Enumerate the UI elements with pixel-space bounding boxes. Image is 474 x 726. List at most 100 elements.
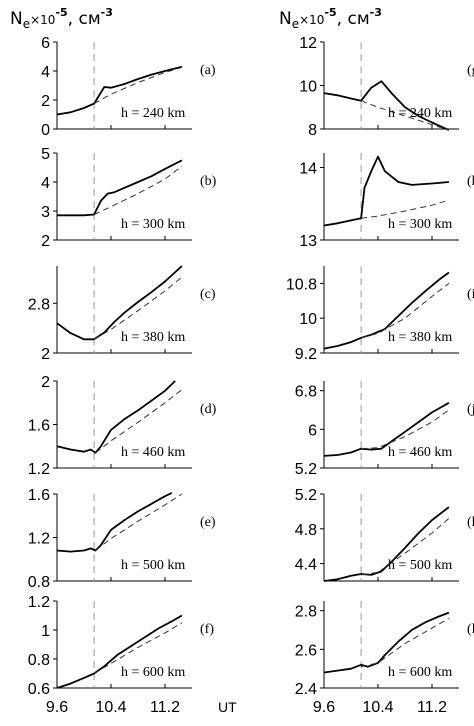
altitude-label: h = 600 km: [121, 665, 185, 680]
header-right-exp: -5: [324, 6, 336, 19]
y-tick-label: 5.2: [295, 487, 317, 504]
chart-panel-f: 0.6 0.8 1 1.2 (f) h = 600 km: [28, 594, 215, 698]
altitude-label: h = 240 km: [388, 106, 452, 121]
y-tick-label: 6: [308, 422, 317, 439]
x-axis-title: UT: [218, 699, 237, 715]
chart-panel-h: 13 14 (h) h = 300 km: [299, 153, 474, 250]
y-tick-label: 6: [41, 35, 50, 52]
y-tick-label: 1.2: [28, 531, 50, 548]
series-dashed-line: [360, 283, 450, 339]
altitude-label: h = 500 km: [388, 558, 452, 573]
y-tick-label: 0.8: [28, 574, 50, 591]
y-tick-label: 5: [41, 146, 50, 163]
panel-label: (i): [467, 287, 474, 302]
header-left-exp: -5: [55, 6, 67, 19]
x-tick-label: 9.6: [313, 699, 335, 716]
series-dashed-line: [93, 622, 183, 674]
series-observed-line: [323, 506, 450, 582]
series-dashed-line: [361, 518, 450, 576]
chart-panel-b: 2 3 4 5 (b) h = 300 km: [41, 146, 217, 250]
y-tick-label: 9.2: [295, 346, 317, 363]
header-right-base: N: [279, 9, 292, 29]
panel-label: (g): [467, 63, 474, 78]
series-observed-line: [323, 155, 449, 227]
x-tick-label: 10.4: [362, 699, 393, 716]
y-tick-label: 1: [41, 623, 50, 640]
altitude-label: h = 460 km: [121, 445, 185, 460]
y-tick-label: 4: [41, 64, 50, 81]
header-right: Ne×10-5, см-3: [279, 6, 382, 31]
y-tick-label: 10: [299, 311, 317, 328]
x-tick-label: 11.2: [417, 699, 447, 716]
panels: 0 2 4 6 (a) h = 240 km 2 3 4 5 (b) h = 300 km 2 2.8 (c…: [28, 35, 474, 698]
y-tick-label: 10.8: [286, 276, 317, 293]
y-tick-label: 2: [41, 374, 50, 391]
series-observed-line: [56, 65, 183, 116]
y-tick-label: 10: [299, 79, 317, 96]
chart-panel-k: 4.4 4.8 5.2 (k) h = 500 km: [295, 487, 474, 582]
header-right-unit: , см: [337, 9, 370, 29]
y-tick-label: 2.8: [295, 604, 317, 621]
panel-label: (k): [467, 515, 474, 530]
y-tick-label: 2: [41, 93, 50, 110]
chart-panel-a: 0 2 4 6 (a) h = 240 km: [41, 35, 216, 139]
header-left-mult: ×10: [30, 13, 55, 27]
chart-panel-l: 2.4 2.6 2.8 (l) h = 600 km: [295, 601, 474, 698]
panel-label: (h): [467, 174, 474, 189]
series-dashed-line: [93, 66, 183, 105]
y-tick-label: 1.6: [28, 487, 50, 504]
y-tick-label: 1.2: [28, 461, 50, 478]
y-tick-label: 3: [41, 204, 50, 221]
svg-text:Ne×10-5, см-3: Ne×10-5, см-3: [279, 6, 382, 31]
y-tick-label: 6.8: [295, 384, 317, 401]
series-dashed-line: [361, 199, 450, 219]
panel-label: (j): [467, 402, 474, 417]
altitude-label: h = 500 km: [121, 558, 185, 573]
chart-panel-e: 0.8 1.2 1.6 (e) h = 500 km: [28, 487, 216, 591]
y-tick-label: 2.8: [28, 296, 50, 313]
panel-label: (e): [200, 515, 216, 530]
series-dashed-line: [360, 617, 450, 668]
y-tick-label: 1.2: [28, 594, 50, 611]
altitude-label: h = 300 km: [121, 217, 185, 232]
header-left: Ne×10-5, см-3: [10, 6, 113, 31]
x-tick-label: 10.4: [95, 699, 126, 716]
header-right-mult: ×10: [299, 13, 324, 27]
series-observed-line: [56, 492, 173, 553]
y-tick-label: 13: [299, 233, 317, 250]
chart-panel-i: 9.2 10 10.8 (i) h = 380 km: [286, 266, 474, 363]
y-tick-label: 2.6: [295, 642, 317, 659]
y-tick-label: 1.6: [28, 418, 50, 435]
altitude-label: h = 600 km: [388, 665, 452, 680]
series-observed-line: [323, 611, 450, 674]
altitude-label: h = 460 km: [388, 445, 452, 460]
svg-text:Ne×10-5, см-3: Ne×10-5, см-3: [10, 6, 113, 31]
series-observed-line: [56, 380, 176, 454]
series-observed-line: [56, 614, 183, 689]
y-tick-label: 14: [299, 161, 317, 178]
series-dashed-line: [361, 409, 450, 450]
y-tick-label: 2.4: [295, 681, 317, 698]
altitude-label: h = 300 km: [388, 217, 452, 232]
chart-panel-j: 5.2 6 6.8 (j) h = 460 km: [295, 381, 474, 478]
header-left-sub: e: [23, 17, 30, 31]
panel-label: (d): [200, 402, 217, 417]
panel-label: (c): [200, 287, 216, 302]
header-left-unit-exp: -3: [101, 6, 113, 19]
y-tick-label: 2: [41, 346, 50, 363]
series-dashed-line: [95, 493, 183, 551]
header-right-sub: e: [292, 17, 299, 31]
altitude-label: h = 240 km: [121, 106, 185, 121]
x-tick-label: 9.6: [46, 699, 68, 716]
y-tick-label: 5.2: [295, 461, 317, 478]
series-dashed-line: [95, 389, 183, 454]
panel-label: (f): [200, 622, 214, 637]
altitude-label: h = 380 km: [388, 330, 452, 345]
panel-label: (b): [200, 174, 217, 189]
series-observed-line: [323, 80, 450, 131]
y-tick-label: 4.4: [295, 557, 317, 574]
series-dashed-line: [93, 165, 183, 215]
series-observed-line: [57, 159, 183, 217]
